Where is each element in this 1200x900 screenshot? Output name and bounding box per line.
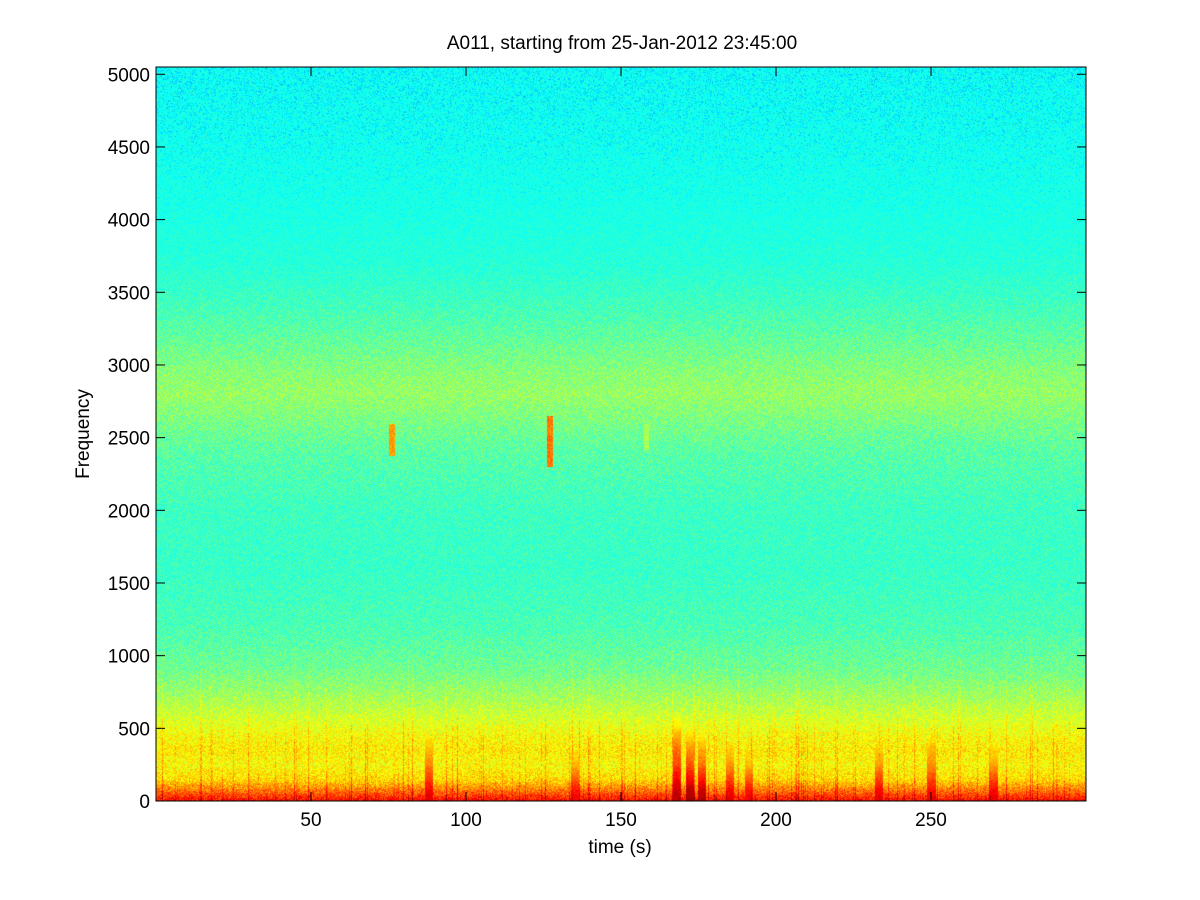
chart-title: A011, starting from 25-Jan-2012 23:45:00 bbox=[447, 33, 797, 54]
y-tick-label: 3000 bbox=[108, 356, 150, 377]
x-tick-label: 200 bbox=[760, 810, 792, 831]
y-tick-label: 1000 bbox=[108, 647, 150, 668]
y-tick-label: 0 bbox=[139, 792, 150, 813]
x-axis-label: time (s) bbox=[588, 837, 651, 858]
y-tick-label: 4000 bbox=[108, 211, 150, 232]
x-axis: 50 100 150 200 250 bbox=[300, 67, 947, 831]
y-axis: 0 500 1000 1500 2000 2500 3000 3500 4000 4500 5000 bbox=[108, 65, 1086, 813]
spectrogram-image-wrapper bbox=[156, 67, 1086, 801]
y-tick-label: 2000 bbox=[108, 501, 150, 522]
x-tick-label: 250 bbox=[915, 810, 947, 831]
y-tick-label: 5000 bbox=[108, 65, 150, 86]
spectrogram-heatmap bbox=[156, 67, 1086, 801]
y-tick-label: 2500 bbox=[108, 429, 150, 450]
y-tick-label: 1500 bbox=[108, 574, 150, 595]
y-tick-label: 500 bbox=[118, 719, 150, 740]
x-tick-label: 50 bbox=[300, 810, 321, 831]
x-tick-label: 100 bbox=[450, 810, 482, 831]
x-tick-label: 150 bbox=[605, 810, 637, 831]
y-tick-label: 4500 bbox=[108, 138, 150, 159]
y-tick-label: 3500 bbox=[108, 283, 150, 304]
y-axis-label: Frequency bbox=[73, 389, 94, 479]
